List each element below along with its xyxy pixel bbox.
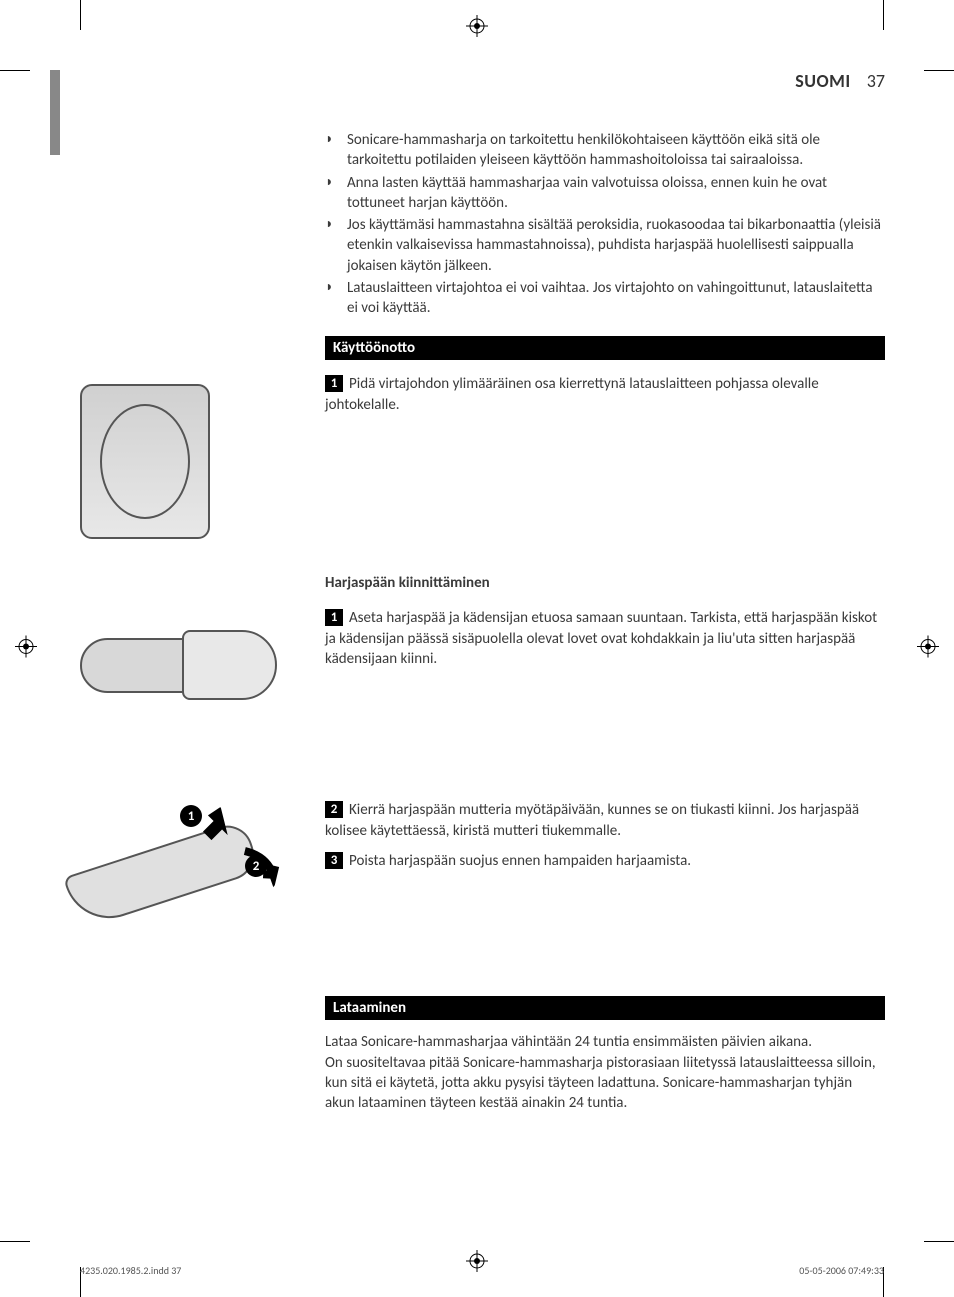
image-column: 1 2 (50, 800, 325, 980)
page-header: SUOMI 37 (50, 70, 885, 92)
text-column: 2Kierrä harjaspään mutteria myötäpäivään… (325, 800, 885, 980)
page-content: SUOMI 37 Sonicare-hammasharja on tarkoit… (50, 70, 885, 1115)
brushhead-step-1: 1Aseta harjaspää ja kädensijan etuosa sa… (325, 608, 885, 669)
footer-timestamp: 05-05-2006 07:49:33 (799, 1264, 884, 1277)
crop-mark (80, 0, 81, 30)
brushhead-step23-row: 1 2 2Kierrä harjaspään mutteria myötäpäi… (50, 800, 885, 980)
image-column-empty (50, 566, 325, 606)
step-number-badge: 3 (325, 852, 343, 869)
brushhead-step1-row: 1Aseta harjaspää ja kädensijan etuosa sa… (50, 608, 885, 798)
bullet-item: Latauslaitteen virtajohtoa ei voi vaihta… (325, 278, 885, 319)
image-column-empty (50, 130, 325, 320)
brushhead-step-3: 3 Poista harjaspään suojus ennen hampaide… (325, 851, 885, 871)
text-column: Sonicare-hammasharja on tarkoitettu henk… (325, 130, 885, 320)
handle-shape (80, 638, 190, 693)
step-number-badge: 1 (325, 375, 343, 392)
image-column (50, 608, 325, 798)
text-column: Lataaminen Lataa Sonicare-hammasharjaa v… (325, 982, 885, 1113)
brushhead-align-illustration (80, 608, 290, 713)
text-column: 1Aseta harjaspää ja kädensijan etuosa sa… (325, 608, 885, 798)
step-text: Kierrä harjaspään mutteria myötäpäivään,… (325, 801, 859, 839)
text-column: 1Pidä virtajohdon ylimääräinen osa kierr… (325, 374, 885, 564)
registration-mark-icon (466, 15, 488, 42)
crop-mark (0, 70, 30, 71)
crop-mark (883, 0, 884, 30)
brushhead-step-2: 2Kierrä harjaspään mutteria myötäpäivään… (325, 800, 885, 841)
registration-mark-icon (917, 635, 939, 662)
step-text: Poista harjaspään suojus ennen hampaiden… (349, 852, 691, 870)
crop-mark (924, 1241, 954, 1242)
step-text: Pidä virtajohdon ylimääräinen osa kierre… (325, 375, 819, 413)
brushhead-title-row: Harjaspään kiinnittäminen (50, 566, 885, 606)
warning-list: Sonicare-hammasharja on tarkoitettu henk… (325, 130, 885, 318)
brushhead-tighten-illustration: 1 2 (80, 800, 290, 940)
image-column-empty (50, 982, 325, 1113)
bullet-item: Sonicare-hammasharja on tarkoitettu henk… (325, 130, 885, 171)
step-text: Aseta harjaspää ja kädensijan etuosa sam… (325, 609, 877, 668)
sidebar-accent (50, 70, 60, 155)
language-label: SUOMI (795, 70, 850, 92)
bullet-item: Jos käyttämäsi hammastahna sisältää pero… (325, 215, 885, 276)
charging-body: Lataa Sonicare-hammasharjaa vähintään 24… (325, 1032, 885, 1113)
bullet-item: Anna lasten käyttää hammasharjaa vain va… (325, 173, 885, 214)
section-header-setup: Käyttöönotto (325, 336, 885, 360)
image-column (50, 374, 325, 564)
section-header-charging: Lataaminen (325, 996, 885, 1020)
page-number: 37 (867, 70, 885, 92)
image-column-empty (50, 322, 325, 372)
charging-row: Lataaminen Lataa Sonicare-hammasharjaa v… (50, 982, 885, 1113)
setup-header-row: Käyttöönotto (50, 322, 885, 372)
text-column: Harjaspään kiinnittäminen (325, 566, 885, 606)
text-column: Käyttöönotto (325, 322, 885, 372)
footer-filename: 4235.020.1985.2.indd 37 (80, 1264, 181, 1277)
setup-step-1: 1Pidä virtajohdon ylimääräinen osa kierr… (325, 374, 885, 415)
subsection-brushhead: Harjaspään kiinnittäminen (325, 574, 885, 592)
setup-step-row: 1Pidä virtajohdon ylimääräinen osa kierr… (50, 374, 885, 564)
crop-mark (0, 1241, 30, 1242)
charger-base-illustration (80, 384, 210, 539)
registration-mark-icon (15, 635, 37, 662)
illustration-number-1: 1 (180, 805, 202, 827)
step-number-badge: 2 (325, 801, 343, 818)
page-footer: 4235.020.1985.2.indd 37 05-05-2006 07:49… (80, 1264, 884, 1277)
crop-mark (924, 70, 954, 71)
step-number-badge: 1 (325, 609, 343, 626)
intro-row: Sonicare-hammasharja on tarkoitettu henk… (50, 130, 885, 320)
head-shape (182, 630, 277, 700)
